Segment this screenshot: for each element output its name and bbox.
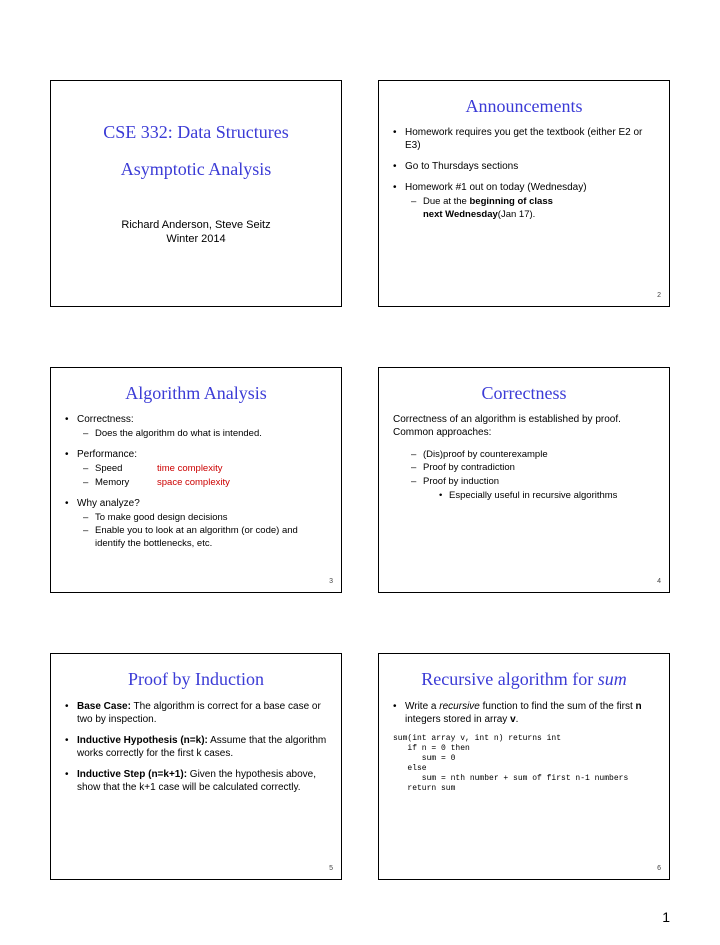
slide-title: Proof by Induction: [65, 668, 327, 691]
slide-3-algorithm-analysis: Algorithm Analysis Correctness: Does the…: [50, 367, 342, 594]
sub-item: Memoryspace complexity: [83, 477, 327, 489]
term: Winter 2014: [65, 232, 327, 246]
bullet: Go to Thursdays sections: [393, 160, 655, 173]
slide-title: Algorithm Analysis: [65, 382, 327, 405]
sub-item: Due at the beginning of class next Wedne…: [411, 196, 655, 221]
slide-number: 3: [329, 577, 333, 586]
sub-item: Does the algorithm do what is intended.: [83, 428, 327, 440]
sub-item: Speedtime complexity: [83, 463, 327, 475]
sub-sub-item: Especially useful in recursive algorithm…: [439, 490, 655, 502]
bullet: Homework #1 out on today (Wednesday) Due…: [393, 181, 655, 221]
intro-text: Correctness of an algorithm is establish…: [393, 413, 655, 439]
lecture-title: Asymptotic Analysis: [65, 158, 327, 181]
bullet: Why analyze? To make good design decisio…: [65, 497, 327, 550]
bullet: Base Case: The algorithm is correct for …: [65, 700, 327, 726]
bullet: Inductive Hypothesis (n=k): Assume that …: [65, 734, 327, 760]
slide-2-announcements: Announcements Homework requires you get …: [378, 80, 670, 307]
sub-item: Proof by contradiction: [411, 462, 655, 474]
slide-number: 4: [657, 577, 661, 586]
bullet: Inductive Step (n=k+1): Given the hypoth…: [65, 768, 327, 794]
slide-4-correctness: Correctness Correctness of an algorithm …: [378, 367, 670, 594]
slide-number: 5: [329, 864, 333, 873]
slide-5-proof-by-induction: Proof by Induction Base Case: The algori…: [50, 653, 342, 880]
slide-1-title: CSE 332: Data Structures Asymptotic Anal…: [50, 80, 342, 307]
page-number: 1: [662, 909, 670, 925]
slide-grid: CSE 332: Data Structures Asymptotic Anal…: [50, 80, 670, 880]
bullet: Performance: Speedtime complexity Memory…: [65, 448, 327, 489]
sub-item: (Dis)proof by counterexample: [411, 449, 655, 461]
bullet-list: Base Case: The algorithm is correct for …: [65, 700, 327, 794]
bullet-list: Write a recursive function to find the s…: [393, 700, 655, 726]
sub-item: To make good design decisions: [83, 512, 327, 524]
course-title: CSE 332: Data Structures: [65, 121, 327, 144]
bullet-list: Homework requires you get the textbook (…: [393, 126, 655, 221]
highlight: time complexity: [157, 463, 222, 475]
bullet: Homework requires you get the textbook (…: [393, 126, 655, 152]
bullet-list: Correctness: Does the algorithm do what …: [65, 413, 327, 550]
slide-number: 6: [657, 864, 661, 873]
code-block: sum(int array v, int n) returns int if n…: [393, 734, 655, 794]
slide-6-recursive-sum: Recursive algorithm for sum Write a recu…: [378, 653, 670, 880]
slide-number: 2: [657, 291, 661, 300]
dash-list: (Dis)proof by counterexample Proof by co…: [405, 449, 655, 502]
sub-item: Enable you to look at an algorithm (or c…: [83, 525, 327, 550]
slide-title: Recursive algorithm for sum: [393, 668, 655, 691]
slide-title: Announcements: [393, 95, 655, 118]
bullet: Write a recursive function to find the s…: [393, 700, 655, 726]
sub-list: Due at the beginning of class next Wedne…: [405, 196, 655, 221]
bullet: Correctness: Does the algorithm do what …: [65, 413, 327, 440]
bullet-text: Homework #1 out on today (Wednesday): [405, 182, 587, 193]
slide-title: Correctness: [393, 382, 655, 405]
authors: Richard Anderson, Steve Seitz: [65, 218, 327, 232]
highlight: space complexity: [157, 477, 230, 489]
sub-item: Proof by induction Especially useful in …: [411, 476, 655, 503]
handout-page: CSE 332: Data Structures Asymptotic Anal…: [0, 0, 720, 945]
